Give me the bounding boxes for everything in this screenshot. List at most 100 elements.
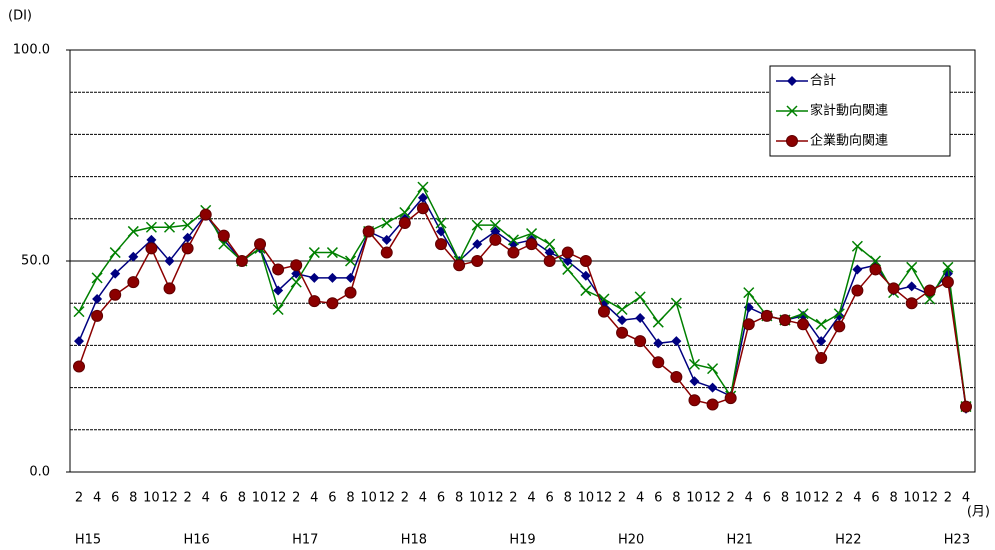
year-label: H19 [509,533,535,548]
x-tick-label: 4 [745,491,753,506]
marker [199,208,212,221]
x-tick-label: 2 [835,491,843,506]
x-tick-label: 2 [401,491,409,506]
marker [670,371,683,384]
x-tick-label: 4 [962,491,970,506]
marker [798,310,809,321]
marker [652,356,665,369]
marker [815,318,827,330]
marker [309,272,320,283]
marker [181,242,194,255]
x-tick-label: 4 [527,491,535,506]
marker [217,229,230,242]
x-tick-label: 2 [618,491,626,506]
marker [145,221,157,233]
x-tick-label: 12 [596,491,613,506]
marker [290,259,303,272]
marker [924,293,936,305]
x-tick-label: 2 [75,491,83,506]
marker [635,312,646,323]
marker [326,297,339,310]
marker [869,255,882,267]
marker [544,247,555,258]
marker [869,263,882,276]
legend-label: 企業動向関連 [810,133,888,149]
marker [906,281,917,292]
marker [671,336,682,347]
x-tick-label: 12 [378,491,395,506]
year-label: H21 [727,533,753,548]
marker [617,315,628,326]
marker [851,284,864,297]
marker [905,297,918,310]
marker [544,238,556,250]
marker [308,247,320,259]
year-label: H22 [835,533,861,548]
x-tick-label: 8 [238,491,246,506]
marker [525,238,538,251]
marker [816,336,827,347]
y-tick-label: 0.0 [29,465,50,480]
x-tick-label: 4 [419,491,427,506]
marker [453,259,466,272]
marker [489,233,502,246]
x-tick-label: 12 [704,491,721,506]
marker [345,272,356,283]
marker [543,255,556,267]
marker [670,297,682,309]
marker [182,232,193,243]
marker [344,286,357,299]
marker [562,263,574,275]
marker [381,234,392,245]
marker [707,363,719,375]
marker [778,314,791,327]
marker [290,276,302,288]
marker [923,284,936,297]
legend-label: 合計 [810,73,836,89]
marker [507,246,520,259]
x-tick-label: 8 [564,491,572,506]
marker [362,225,375,238]
y-unit-label: (DI) [8,9,32,24]
x-tick-label: 10 [252,491,269,506]
x-tick-label: 6 [220,491,228,506]
x-tick-label: 10 [795,491,812,506]
marker [416,202,429,215]
y-tick-label: 100.0 [13,43,50,58]
marker [786,105,798,117]
x-tick-label: 12 [487,491,504,506]
marker [235,255,248,267]
marker [272,263,285,276]
marker [109,288,122,301]
x-tick-label: 10 [469,491,486,506]
year-label: H23 [944,533,970,548]
marker [435,238,448,251]
marker [688,394,701,407]
marker [580,270,591,281]
x-tick-label: 2 [727,491,735,506]
marker [689,376,700,387]
x-tick-label: 8 [889,491,897,506]
marker [327,272,338,283]
x-tick-label: 10 [143,491,160,506]
marker [254,238,267,251]
x-tick-label: 12 [270,491,287,506]
x-unit-label: (月) [967,505,990,520]
marker [887,282,900,295]
marker [163,221,176,233]
marker [417,192,428,203]
marker [834,310,845,321]
x-tick-label: 10 [578,491,595,506]
marker [435,217,447,229]
marker [942,261,954,273]
x-tick-label: 10 [360,491,377,506]
x-tick-label: 8 [346,491,354,506]
marker [743,287,755,299]
marker [815,352,828,365]
marker [326,247,338,259]
marker [489,219,501,231]
x-tick-label: 4 [310,491,318,506]
marker [398,217,411,230]
marker [616,326,629,339]
marker [146,234,157,245]
